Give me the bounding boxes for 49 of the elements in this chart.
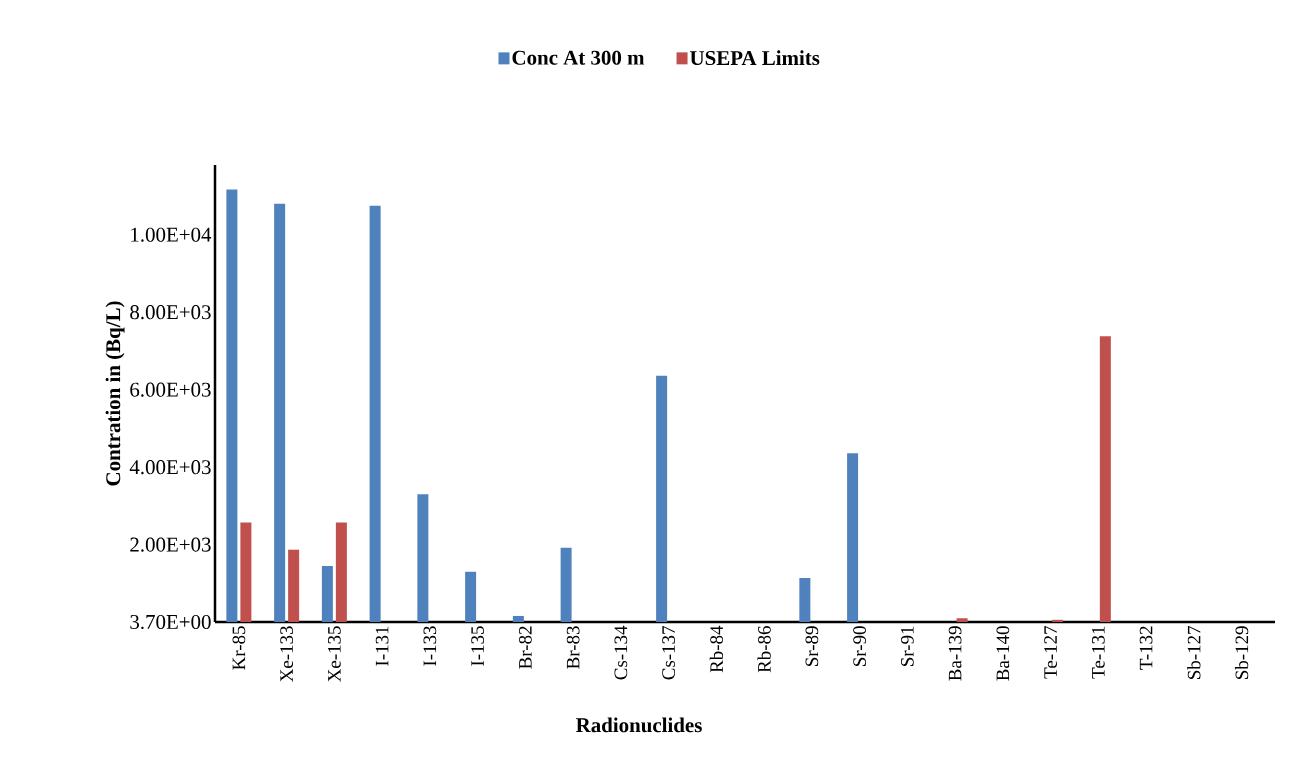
- bar: [274, 203, 286, 622]
- bar: [1052, 619, 1064, 622]
- x-tick-label: Kr-85: [232, 626, 246, 670]
- x-tick-label: I-131: [375, 626, 389, 666]
- bar: [1099, 336, 1111, 622]
- bar: [956, 618, 968, 622]
- y-tick-label: 6.00E+03: [130, 382, 211, 397]
- x-tick-label: Rb-84: [709, 625, 724, 673]
- y-tick-label: 3.70E+00: [130, 614, 211, 630]
- x-tick-label: Sb-127: [1187, 626, 1201, 679]
- bar: [465, 571, 477, 622]
- x-tick-label: Rb-86: [757, 626, 771, 673]
- x-tick-label: Te-127: [1044, 626, 1057, 679]
- bar: [512, 615, 524, 622]
- bar: [847, 453, 859, 622]
- legend-label: USEPA Limits: [690, 50, 820, 66]
- x-tick-label: Te-131: [1091, 626, 1105, 679]
- x-tick-label: Cs-137: [662, 626, 675, 680]
- bar: [288, 549, 300, 622]
- x-tick-label: Cs-134: [614, 625, 628, 680]
- x-tick-label: Ba-139: [948, 626, 962, 681]
- bar: [226, 189, 238, 622]
- bar: [321, 565, 333, 622]
- x-tick-label: Br-82: [518, 626, 532, 669]
- x-tick-label: Ba-140: [996, 626, 1010, 681]
- bar: [369, 205, 381, 622]
- x-tick-label: T-132: [1139, 626, 1153, 670]
- bar: [240, 522, 252, 622]
- bar: [656, 375, 668, 622]
- x-tick-label: Xe-133: [280, 626, 293, 682]
- legend-label: Conc At 300 m: [512, 50, 645, 65]
- bar: [799, 577, 811, 622]
- bar: [417, 494, 429, 622]
- x-tick-label: Sr-90: [853, 626, 866, 666]
- bar: [335, 522, 347, 622]
- x-axis-title: Radionuclides: [575, 717, 702, 733]
- y-tick-label: 4.00E+03: [129, 460, 211, 475]
- y-tick-label: 8.00E+03: [130, 305, 211, 320]
- y-tick-label: 1.00E+04: [131, 227, 212, 242]
- x-tick-label: Sr-89: [805, 626, 819, 666]
- x-tick-label: Sr-91: [900, 626, 914, 666]
- x-tick-label: Sb-129: [1234, 626, 1249, 679]
- y-axis-title: Contration in (Bq/L): [105, 301, 125, 486]
- bar: [560, 547, 572, 622]
- x-tick-label: Xe-135: [328, 626, 341, 682]
- y-tick-label: 2.00E+03: [130, 537, 211, 552]
- x-tick-label: I-135: [471, 626, 484, 666]
- x-tick-label: Br-83: [566, 626, 580, 669]
- x-tick-label: I-133: [423, 626, 437, 666]
